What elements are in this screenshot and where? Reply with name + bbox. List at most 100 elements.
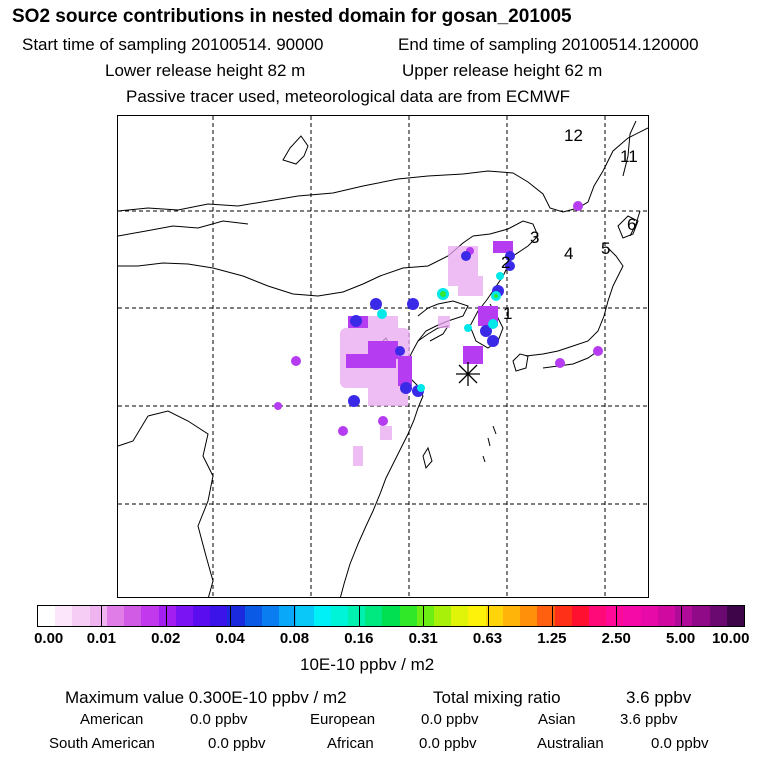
colorbar-segment — [365, 606, 383, 626]
colorbar-tick-label: 0.31 — [408, 630, 438, 647]
region-label-5: 5 — [601, 239, 610, 258]
colorbar-segment — [451, 606, 469, 626]
colorbar-segment — [106, 606, 125, 626]
colorbar-segment — [675, 606, 693, 626]
colorbar-divider — [294, 605, 296, 627]
border-india-china — [118, 415, 149, 447]
region-label-6: 6 — [627, 215, 636, 234]
asian-value: 3.6 ppbv — [620, 711, 678, 728]
colorbar-segment — [210, 606, 228, 626]
maximum-concentration-patch — [440, 291, 498, 298]
colorbar-tick-label: 0.00 — [34, 630, 64, 647]
colorbar-segment — [554, 606, 572, 626]
colorbar-tick-label: 10.00 — [711, 630, 750, 647]
colorbar-divider — [423, 605, 425, 627]
european-label: European — [310, 711, 376, 728]
colorbar-segment — [416, 606, 435, 626]
colorbar-tick-label: 0.63 — [472, 630, 503, 647]
australian-label: Australian — [537, 735, 604, 752]
region-label-12: 12 — [564, 126, 583, 145]
colorbar-segment — [38, 606, 56, 626]
colorbar-segment — [520, 606, 538, 626]
end-time-label: End time of sampling 20100514.120000 — [398, 35, 699, 54]
coastline-taiwan — [422, 446, 433, 470]
south-american-label: South American — [49, 735, 155, 752]
colorbar-segment — [606, 606, 624, 626]
colorbar-segment — [261, 606, 280, 626]
colorbar — [37, 605, 745, 627]
colorbar-segment — [192, 606, 211, 626]
colorbar-segment — [227, 606, 245, 626]
colorbar-tick-label: 2.50 — [601, 630, 631, 647]
colorbar-tick-label: 0.01 — [86, 630, 116, 647]
colorbar-divider — [101, 605, 103, 627]
colorbar-segment — [347, 606, 366, 626]
coastline-sakhalin-2 — [629, 210, 641, 237]
region-label-1: 1 — [503, 304, 512, 323]
colorbar-tick-label: 0.04 — [215, 630, 245, 647]
african-value: 0.0 ppbv — [419, 735, 477, 752]
asian-label: Asian — [538, 711, 576, 728]
tracer-note: Passive tracer used, meteorological data… — [126, 87, 571, 106]
african-label: African — [327, 735, 374, 752]
colorbar-divider — [551, 605, 553, 627]
region-labels: 1 2 3 4 5 6 11 12 — [501, 126, 638, 323]
colorbar-segment — [502, 606, 521, 626]
coastline-shandong — [417, 325, 450, 342]
coastline-japan-kyushu — [512, 353, 529, 372]
colorbar-segment — [72, 606, 90, 626]
coastline-okhotsk — [282, 135, 309, 165]
colorbar-segment — [537, 606, 555, 626]
colorbar-segment — [175, 606, 193, 626]
colorbar-segment — [571, 606, 589, 626]
colorbar-tick-label: 0.08 — [279, 630, 310, 647]
colorbar-tick-label: 5.00 — [666, 630, 696, 647]
american-label: American — [80, 711, 144, 728]
colorbar-tick-label: 0.02 — [151, 630, 181, 647]
colorbar-segment — [640, 606, 658, 626]
colorbar-tick-label: 0.16 — [344, 630, 374, 647]
border-china-mongolia — [118, 235, 474, 297]
colorbar-segment — [657, 606, 676, 626]
coastline-sakhalin — [622, 120, 637, 177]
concentration-field — [274, 201, 603, 466]
colorbar-segment — [382, 606, 400, 626]
colorbar-segment — [313, 606, 331, 626]
south-american-value: 0.0 ppbv — [208, 735, 266, 752]
colorbar-divider — [358, 605, 360, 627]
european-value: 0.0 ppbv — [421, 711, 479, 728]
colorbar-segment — [709, 606, 727, 626]
map-canvas: 1 2 3 4 5 6 11 12 — [118, 116, 648, 597]
chart-title: SO2 source contributions in nested domai… — [12, 6, 572, 27]
total-mixing-value: 3.6 ppbv — [626, 688, 692, 707]
colorbar-divider — [487, 605, 489, 627]
region-label-11: 11 — [620, 147, 638, 166]
region-label-3: 3 — [530, 228, 539, 247]
coastline-japan-honshu — [525, 247, 624, 357]
colorbar-segment — [124, 606, 142, 626]
graticule — [118, 116, 648, 597]
colorbar-segment — [468, 606, 486, 626]
coastline-ryukyu — [482, 425, 497, 463]
australian-value: 0.0 ppbv — [651, 735, 709, 752]
start-time-label: Start time of sampling 20100514. 90000 — [22, 35, 324, 54]
total-mixing-label: Total mixing ratio — [433, 688, 561, 707]
colorbar-segment — [330, 606, 348, 626]
colorbar-segment — [726, 606, 744, 626]
colorbar-segment — [244, 606, 262, 626]
mid-concentration-patches — [274, 201, 603, 436]
colorbar-segment — [399, 606, 417, 626]
colorbar-divider — [616, 605, 618, 627]
region-label-4: 4 — [564, 244, 573, 263]
max-value-label: Maximum value 0.300E-10 ppbv / m2 — [65, 688, 347, 707]
colorbar-segment — [141, 606, 159, 626]
coastline-korea — [469, 300, 504, 349]
colorbar-segment — [55, 606, 73, 626]
receptor-marker-icon — [456, 362, 480, 386]
colorbar-segment — [89, 606, 107, 626]
region-label-2: 2 — [501, 253, 510, 272]
map-panel: 1 2 3 4 5 6 11 12 — [117, 115, 649, 598]
colorbar-divider — [680, 605, 682, 627]
coastline-north-russia — [118, 127, 648, 213]
coastline-japan-south — [542, 350, 599, 369]
